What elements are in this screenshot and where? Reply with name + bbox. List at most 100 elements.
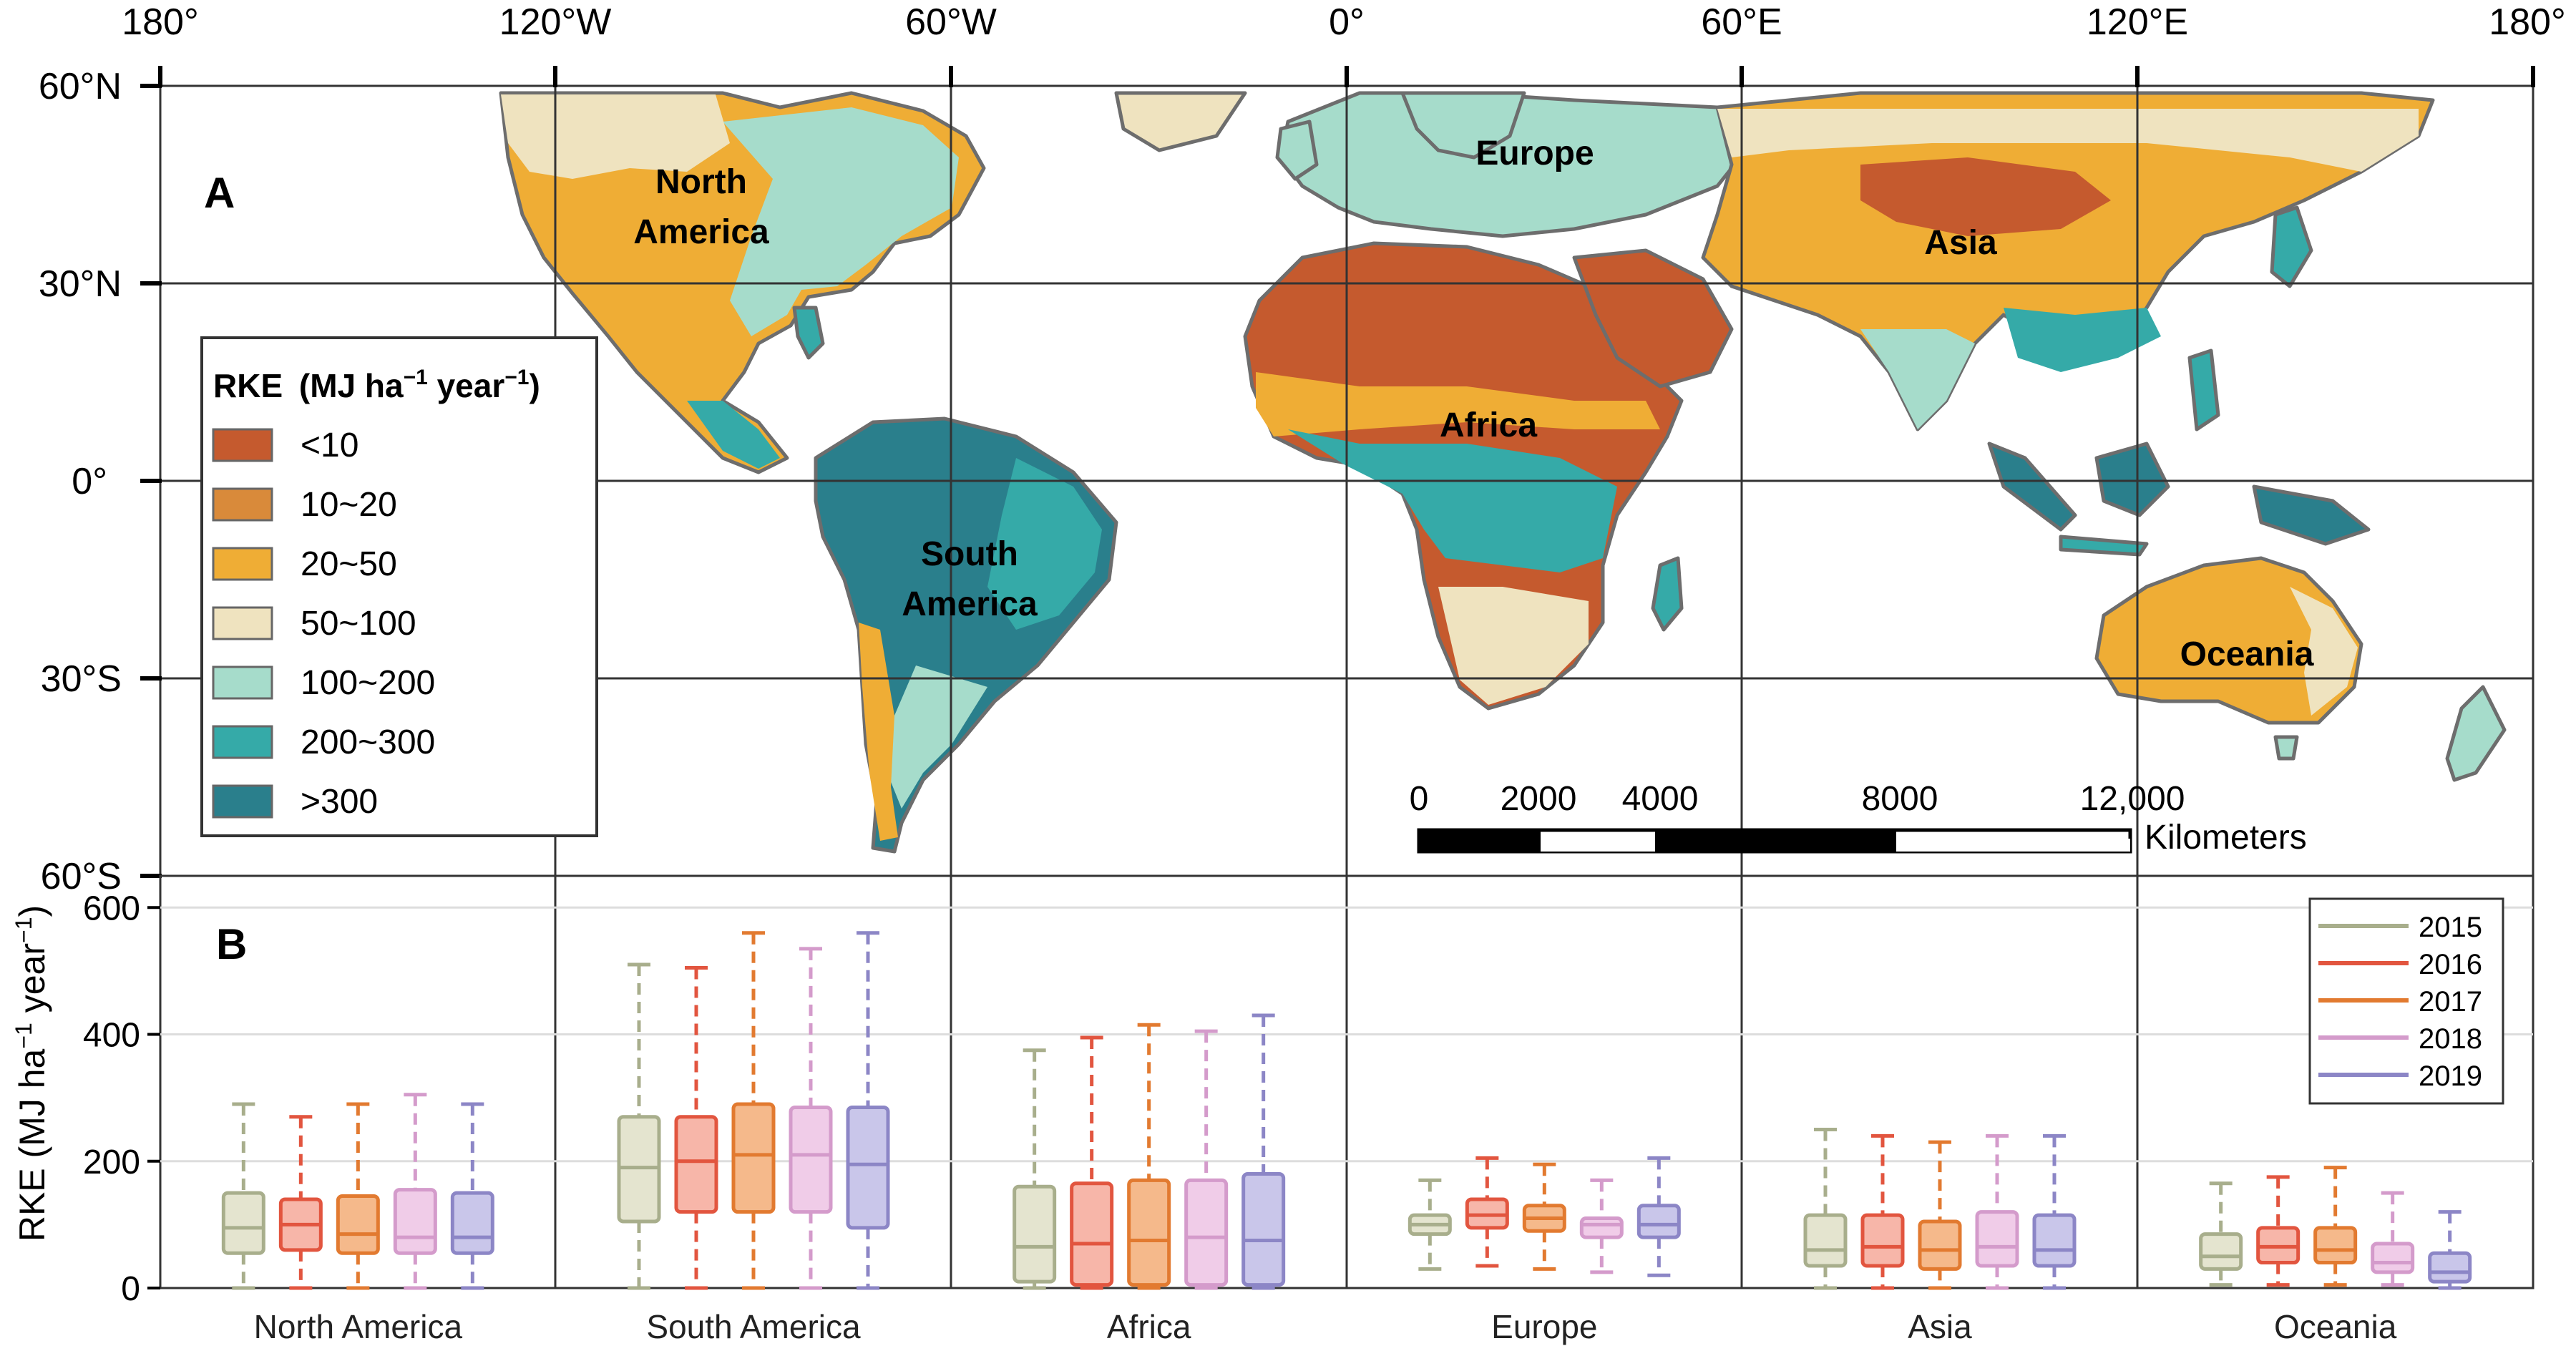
legend-class-label-2: 20~50 [301, 545, 397, 583]
continent-labels: North America Europe Asia Africa South A… [633, 135, 2313, 673]
label-europe: Europe [1475, 135, 1594, 172]
lat-label-0: 0° [72, 461, 107, 502]
panel-b-label: B [216, 920, 247, 968]
legend-class-label-5: 200~300 [301, 723, 435, 761]
box-2017-0 [336, 1102, 380, 1290]
box-2019-2 [1241, 1013, 1286, 1290]
panel-a-map: 180° 120°W 60°W 0° 60°E 120°E 180° 60°N … [39, 1, 2566, 1288]
box-2016-5 [2256, 1175, 2301, 1287]
iqr-box [221, 1191, 265, 1255]
year-legend-label-2018: 2018 [2419, 1023, 2482, 1055]
box-2017-1 [731, 931, 776, 1290]
lon-label-180e: 180° [2489, 1, 2566, 43]
iqr-box [1860, 1213, 1905, 1268]
iqr-box [450, 1191, 494, 1255]
lon-label-120w: 120°W [499, 1, 612, 43]
category-label-0: North America [254, 1308, 463, 1345]
box-2016-2 [1070, 1035, 1114, 1290]
asia-core-band [1860, 157, 2111, 236]
lon-label-60e: 60°E [1701, 1, 1782, 43]
lat-label-60s: 60°S [41, 856, 122, 897]
box-2018-2 [1184, 1029, 1229, 1290]
box-2015-2 [1013, 1048, 1057, 1290]
plot-frame [159, 874, 2534, 1289]
asia-south-band [2004, 308, 2161, 372]
iqr-box [1975, 1210, 2019, 1268]
scandinavia [1400, 91, 1526, 160]
scale-bar-unit: Kilometers [2145, 819, 2307, 857]
legend-class-label-0: <10 [301, 426, 358, 464]
scale-bar-labels: 0 2000 4000 8000 12,000 [1410, 780, 2185, 818]
australia-landmass [2094, 556, 2363, 725]
label-south-america-line2: America [902, 585, 1038, 623]
scale-label-4000: 4000 [1622, 780, 1699, 818]
year-legend-label-2016: 2016 [2419, 949, 2482, 980]
legend-title: RKE (MJ ha−1 year−1) [213, 366, 540, 404]
scale-label-8000: 8000 [1862, 780, 1938, 818]
iqr-box [1013, 1184, 1057, 1284]
scale-bar-seg4 [1896, 839, 2130, 852]
java [2059, 535, 2149, 557]
legend-swatch-2 [212, 547, 273, 581]
scale-label-12000: 12,000 [2080, 780, 2185, 818]
legend-class-label-3: 50~100 [301, 605, 416, 643]
latitude-labels: 60°N 30°N 0° 30°S 60°S [39, 66, 122, 897]
box-2018-0 [393, 1093, 437, 1290]
y-axis-label: RKE (MJ ha−1 year−1) [11, 905, 52, 1242]
box-2019-5 [2428, 1210, 2472, 1290]
india-band [1860, 329, 1975, 429]
y-tick-label-200: 200 [83, 1143, 140, 1181]
legend-class-label-1: 10~20 [301, 486, 397, 524]
iqr-box [2199, 1232, 2243, 1271]
africa-tropical-band [1288, 429, 1617, 572]
year-legend-label-2015: 2015 [2419, 912, 2482, 943]
new-zealand [2445, 685, 2507, 782]
box-2015-1 [617, 962, 661, 1290]
iqr-box [731, 1102, 776, 1214]
legend-swatch-0 [212, 428, 273, 462]
iqr-box [1803, 1213, 1848, 1268]
iqr-box [336, 1194, 380, 1255]
category-label-5: Oceania [2274, 1308, 2397, 1345]
longitude-labels: 180° 120°W 60°W 0° 60°E 120°E 180° [122, 1, 2566, 43]
box-2019-3 [1636, 1156, 1681, 1277]
africa-south-band [1438, 587, 1589, 705]
asia-north-band [1717, 109, 2419, 172]
iqr-box [2371, 1242, 2415, 1274]
box-2016-0 [278, 1115, 323, 1290]
category-label-1: South America [646, 1308, 861, 1345]
lon-label-0: 0° [1329, 1, 1365, 43]
scale-label-0: 0 [1410, 780, 1429, 818]
box-plots [221, 931, 2472, 1290]
box-2019-4 [2032, 1133, 2077, 1290]
top-tick-marks [158, 66, 2535, 87]
legend-swatch-1 [212, 487, 273, 522]
panel-b-boxplot: 0 200 400 600 North America South America Afr… [11, 874, 2534, 1345]
box-2018-3 [1579, 1178, 1624, 1274]
tasmania [2273, 735, 2299, 761]
box-2015-3 [1407, 1178, 1452, 1271]
scale-bar-seg3 [1655, 830, 1896, 852]
iqr-box [674, 1115, 718, 1214]
legend-swatch-6 [212, 784, 273, 819]
y-tick-label-0: 0 [121, 1270, 140, 1308]
iqr-box [1070, 1181, 1114, 1287]
label-north-america-line1: North [655, 163, 747, 201]
year-legend: 2015 2016 2017 2018 2019 [2308, 897, 2504, 1105]
category-label-4: Asia [1908, 1308, 1972, 1345]
legend-class-label-6: >300 [301, 783, 378, 821]
category-label-3: Europe [1491, 1308, 1597, 1345]
iqr-box [789, 1105, 833, 1214]
year-legend-label-2017: 2017 [2419, 986, 2482, 1018]
category-labels: North America South America Africa Europe As… [254, 1308, 2397, 1345]
lat-label-30s: 30°S [41, 658, 122, 700]
lat-label-30n: 30°N [39, 263, 122, 305]
box-2016-4 [1860, 1133, 1905, 1290]
greenland-edge [1114, 91, 1247, 152]
box-2017-4 [1918, 1140, 1962, 1290]
scale-label-2000: 2000 [1501, 780, 1577, 818]
box-2018-1 [789, 947, 833, 1290]
north-america-north-band [501, 94, 730, 179]
scale-bar-seg2 [1541, 839, 1655, 852]
lat-label-60n: 60°N [39, 66, 122, 107]
